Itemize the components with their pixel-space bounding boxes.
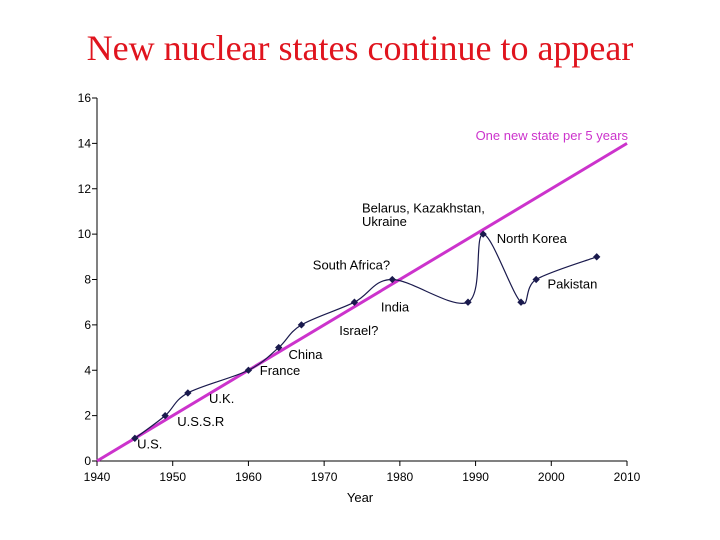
annotation-label: U.K. [209,391,234,406]
x-tick-label: 2000 [538,470,565,484]
data-point [161,411,169,420]
y-tick-label: 2 [84,409,91,423]
data-point [297,321,306,329]
data-points-group [131,230,601,442]
data-point [479,230,487,238]
x-tick-label: 1940 [84,470,111,484]
y-tick-label: 0 [84,454,91,468]
data-point [464,298,472,306]
y-tick-label: 16 [78,91,92,105]
data-point [532,275,540,284]
chart-axes: 0 2 4 6 8 10 12 14 16 1940 1950 1960 1970 1980 1990 200… [78,91,641,505]
annotation-label: Pakistan [548,277,598,292]
annotation-label: One new state per 5 years [476,128,629,143]
annotation-label: U.S.S.R [177,414,224,429]
y-tick-label: 8 [84,273,91,287]
y-tick-label: 10 [78,227,92,241]
trend-line-group [96,142,628,463]
x-tick-label: 2010 [614,470,641,484]
annotation-label: North Korea [497,231,568,246]
slide-title: New nuclear states continue to appear [86,28,634,68]
annotation-label: Israel? [339,323,378,338]
y-tick-label: 6 [84,318,91,332]
data-point [275,343,283,352]
annotation-label: China [289,347,324,362]
annotation-label: South Africa? [313,257,390,272]
data-point [517,298,525,306]
data-point [350,298,359,306]
x-axis-label: Year [347,490,374,505]
data-point [244,366,253,374]
y-tick-label: 4 [84,363,91,377]
annotation-label: India [381,299,410,314]
annotation-label: Belarus, Kazakhstan, [362,201,485,216]
trend-line [96,142,628,463]
x-tick-label: 1980 [387,470,414,484]
data-point [388,275,396,284]
x-tick-label: 1960 [235,470,262,484]
annotation-label: U.S. [137,437,162,452]
y-tick-label: 14 [78,136,92,150]
data-point [593,253,601,261]
x-tick-label: 1970 [311,470,338,484]
x-tick-label: 1950 [159,470,186,484]
x-tick-label: 1990 [462,470,489,484]
y-tick-label: 12 [78,182,92,196]
data-point [131,434,139,442]
annotation-label: France [260,363,300,378]
data-point [184,389,192,397]
annotation-label: Ukraine [362,214,407,229]
